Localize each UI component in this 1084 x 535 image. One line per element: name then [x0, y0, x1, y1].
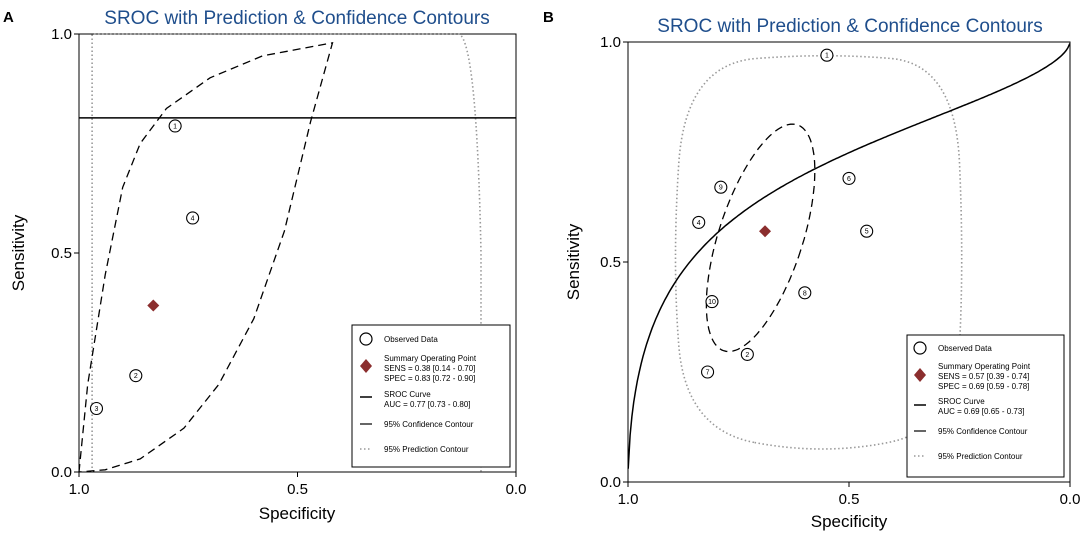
x-axis-label-a: Specificity	[259, 504, 336, 523]
y-tick-label: 0.5	[600, 254, 621, 271]
summary-operating-point	[147, 299, 160, 312]
prediction-contour-a	[91, 33, 482, 472]
summary-operating-point	[759, 225, 772, 238]
legend-observed-icon	[359, 332, 373, 346]
legend-spec-a: SPEC = 0.83 [0.72 - 0.90]	[384, 374, 475, 383]
y-axis-label-a: Sensitivity	[9, 214, 28, 291]
y-tick-label: 0.0	[51, 464, 72, 481]
legend-summary-b: Summary Operating Point	[938, 362, 1031, 371]
study-label: 6	[847, 176, 851, 183]
study-label: 5	[865, 229, 869, 236]
legend-summary-a: Summary Operating Point	[384, 354, 477, 363]
study-label: 1	[173, 123, 177, 130]
observed-points-b: 1 2 4 5 6 7 8 9 10	[692, 48, 874, 379]
study-marker	[714, 180, 728, 194]
legend-sens-a: SENS = 0.38 [0.14 - 0.70]	[384, 364, 475, 373]
summary-point-layer-b	[759, 225, 772, 238]
legend-a: Observed Data Summary Operating Point SE…	[351, 324, 511, 468]
confidence-contour-b	[705, 123, 816, 353]
legend-curve-b: SROC Curve	[938, 397, 985, 406]
legend-prediction-a: 95% Prediction Contour	[384, 445, 469, 454]
legend-confidence-a: 95% Confidence Contour	[384, 420, 474, 429]
study-label: 3	[95, 406, 99, 413]
x-axis-label-b: Specificity	[811, 512, 888, 531]
x-tick-label: 1.0	[618, 491, 639, 508]
study-point: 9	[714, 180, 728, 194]
study-point: 3	[89, 401, 104, 416]
study-point: 1	[168, 119, 182, 133]
legend-summary-icon	[914, 368, 926, 382]
observed-points-a: 1 2 3 4	[89, 119, 200, 416]
study-marker	[798, 286, 812, 300]
legend-observed-icon	[913, 341, 927, 355]
legend-auc-a: AUC = 0.77 [0.73 - 0.80]	[384, 400, 471, 409]
confidence-contour-a	[78, 41, 334, 473]
study-label: 8	[803, 290, 807, 297]
legend-spec-b: SPEC = 0.69 [0.59 - 0.78]	[938, 382, 1029, 391]
study-marker	[842, 171, 856, 185]
study-point: 2	[740, 347, 754, 361]
y-tick-label: 1.0	[600, 34, 621, 51]
study-marker	[705, 295, 719, 309]
legend-observed-b: Observed Data	[938, 344, 992, 353]
study-point: 5	[860, 224, 874, 238]
study-marker	[860, 224, 874, 238]
y-tick-label: 1.0	[51, 26, 72, 43]
study-marker	[168, 119, 182, 133]
legend-sens-b: SENS = 0.57 [0.39 - 0.74]	[938, 372, 1029, 381]
study-point: 7	[701, 365, 715, 379]
legend-summary-icon	[360, 359, 372, 373]
summary-point-layer-a	[147, 299, 160, 312]
panel-label-b: B	[543, 9, 554, 26]
study-marker	[129, 369, 143, 383]
study-point: 4	[186, 211, 200, 225]
x-tick-label: 0.5	[839, 491, 860, 508]
legend-observed-a: Observed Data	[384, 335, 438, 344]
study-point: 2	[129, 369, 143, 383]
study-marker	[701, 365, 715, 379]
legend-auc-b: AUC = 0.69 [0.65 - 0.73]	[938, 407, 1025, 416]
study-point: 10	[705, 295, 719, 309]
panel-label-a: A	[3, 9, 14, 26]
study-label: 2	[745, 352, 749, 359]
study-label: 7	[706, 370, 710, 377]
study-label: 9	[719, 185, 723, 192]
x-tick-label: 0.0	[1060, 491, 1081, 508]
legend-confidence-b: 95% Confidence Contour	[938, 427, 1028, 436]
x-tick-label: 0.5	[287, 481, 308, 498]
legend-box-a	[351, 324, 511, 468]
legend-curve-a: SROC Curve	[384, 390, 431, 399]
study-label: 10	[708, 299, 716, 306]
study-marker	[186, 211, 200, 225]
y-tick-label: 0.5	[51, 245, 72, 262]
panel-b: B SROC with Prediction & Confidence Cont…	[543, 9, 1080, 531]
study-label: 4	[697, 220, 701, 227]
x-tick-label: 1.0	[69, 481, 90, 498]
study-marker	[740, 347, 754, 361]
study-point: 1	[820, 48, 834, 62]
study-point: 6	[842, 171, 856, 185]
legend-prediction-b: 95% Prediction Contour	[938, 452, 1023, 461]
study-point: 8	[798, 286, 812, 300]
legend-b: Observed Data Summary Operating Point SE…	[906, 334, 1065, 478]
study-marker	[692, 215, 706, 229]
y-tick-label: 0.0	[600, 474, 621, 491]
sroc-curve-b	[627, 43, 1071, 469]
chart-title-a: SROC with Prediction & Confidence Contou…	[104, 8, 489, 29]
study-marker	[89, 401, 104, 416]
panel-a: A SROC with Prediction & Confidence Cont…	[3, 8, 526, 523]
y-axis-label-b: Sensitivity	[564, 223, 583, 300]
study-marker	[820, 48, 834, 62]
study-point: 4	[692, 215, 706, 229]
legend-box-b	[906, 334, 1065, 478]
study-label: 4	[191, 215, 195, 222]
study-label: 1	[825, 53, 829, 60]
tick-layer-a: 1.0 0.5 0.0 0.0 0.5 1.0	[51, 26, 526, 498]
tick-layer-b: 1.0 0.5 0.0 0.0 0.5 1.0	[600, 34, 1080, 508]
chart-title-b: SROC with Prediction & Confidence Contou…	[657, 16, 1042, 37]
x-tick-label: 0.0	[506, 481, 527, 498]
study-label: 2	[134, 373, 138, 380]
